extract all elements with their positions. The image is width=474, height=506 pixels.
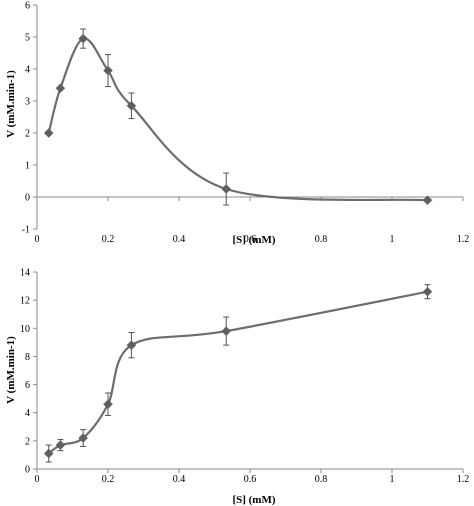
y-tick-label: 2: [25, 129, 30, 140]
x-tick-label: 0.8: [315, 474, 328, 485]
data-point-marker: [43, 448, 54, 459]
chart-top-x-axis-label: [S] (mM): [232, 234, 275, 246]
chart-bottom-series: [43, 284, 433, 463]
x-tick-label: 0.4: [173, 474, 186, 485]
y-tick-label: 4: [25, 65, 30, 76]
y-tick-label: 1: [25, 161, 30, 172]
y-tick-label: 12: [20, 296, 30, 307]
x-tick-label: 1: [390, 234, 395, 245]
chart-bottom-y-axis-label: V (mM.min-1): [5, 336, 17, 404]
series-line: [48, 290, 428, 455]
data-point-marker: [78, 33, 89, 44]
y-tick-label: 3: [25, 97, 30, 108]
y-tick-label: 8: [25, 352, 30, 363]
data-point-marker: [221, 326, 232, 336]
chart-top-y-ticks: -1 0 1 2 3 4 5 6: [22, 1, 37, 236]
data-point-marker: [55, 83, 66, 94]
x-tick-label: 0.6: [244, 234, 257, 245]
x-tick-label: 0.6: [244, 474, 257, 485]
x-tick-label: 0: [35, 234, 40, 245]
chart-bottom-x-ticks: 0 0.2 0.4 0.6 0.8 1 1.2: [35, 469, 470, 485]
x-tick-label: 0.2: [102, 234, 115, 245]
x-tick-label: 0.4: [173, 234, 186, 245]
x-tick-label: 1: [390, 474, 395, 485]
chart-top: -1 0 1 2 3 4 5 6 0 0.2 0.4 0.6 0.8 1 1.2 V (mM.min-1)…: [5, 1, 469, 247]
data-point-marker: [43, 128, 54, 138]
x-tick-label: 1.2: [457, 234, 470, 245]
y-tick-label: -1: [22, 225, 30, 236]
y-tick-label: 6: [25, 380, 30, 391]
series-line: [47, 37, 428, 202]
y-tick-label: 2: [25, 436, 30, 447]
chart-top-series: [43, 28, 433, 206]
y-tick-label: 0: [25, 193, 30, 204]
y-tick-label: 14: [20, 268, 30, 279]
chart-bottom-y-ticks: 0 2 4 6 8 10 12 14: [20, 268, 37, 476]
y-tick-label: 4: [25, 408, 30, 419]
data-point-marker: [103, 399, 113, 410]
x-tick-label: 1.2: [457, 474, 470, 485]
data-point-marker: [126, 100, 137, 111]
x-tick-label: 0: [35, 474, 40, 485]
data-point-marker: [55, 440, 66, 450]
x-tick-label: 0.8: [315, 234, 328, 245]
data-point-marker: [422, 286, 433, 297]
y-tick-label: 10: [20, 324, 30, 335]
data-point-marker: [103, 65, 113, 76]
chart-bottom: 0 2 4 6 8 10 12 14 0 0.2 0.4 0.6 0.8 1 1.2 V (mM.min-…: [5, 268, 469, 506]
data-point-marker: [78, 433, 89, 443]
y-tick-label: 5: [25, 33, 30, 44]
data-point-marker: [422, 195, 433, 206]
x-tick-label: 0.2: [102, 474, 115, 485]
chart-top-y-axis-label: V (mM.min-1): [5, 70, 17, 138]
chart-top-axes: [36, 5, 463, 229]
data-point-marker: [126, 340, 137, 351]
chart-bottom-x-axis-label: [S] (mM): [232, 494, 275, 506]
y-tick-label: 0: [25, 465, 30, 476]
data-point-marker: [221, 184, 232, 194]
chart-bottom-axes: [36, 272, 463, 470]
y-tick-label: 6: [25, 1, 30, 12]
